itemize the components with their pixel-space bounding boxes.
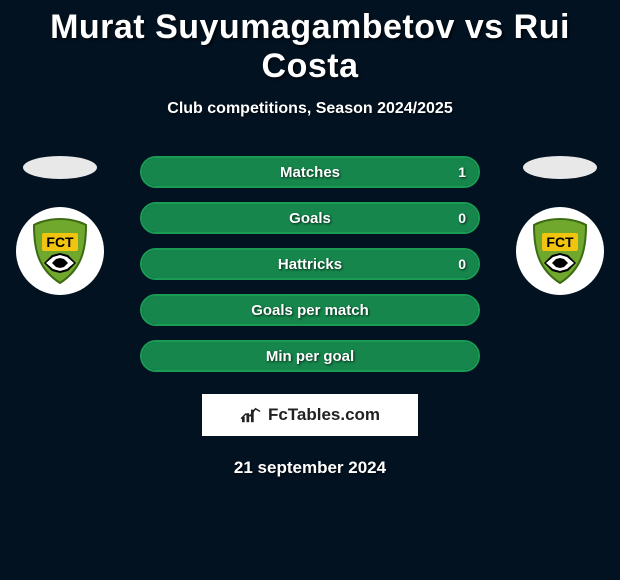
club-crest-icon: FCT (24, 215, 96, 287)
club-crest-icon: FCT (524, 215, 596, 287)
player-right-club-badge: FCT (516, 207, 604, 295)
stat-bars: Matches 1 Goals 0 Hattricks 0 Goals per … (140, 156, 480, 372)
brand-watermark: FcTables.com (202, 394, 418, 436)
player-right-avatar (523, 156, 597, 179)
stat-label: Hattricks (142, 250, 478, 278)
stat-label: Min per goal (142, 342, 478, 370)
stat-bar: Goals per match (140, 294, 480, 326)
player-left-club-badge: FCT (16, 207, 104, 295)
comparison-stage: FCT FCT (0, 156, 620, 478)
date-text: 21 september 2024 (0, 458, 620, 478)
stat-label: Goals per match (142, 296, 478, 324)
brand-text: FcTables.com (268, 405, 380, 425)
player-left-avatar (23, 156, 97, 179)
player-right-column: FCT (510, 156, 610, 295)
subtitle: Club competitions, Season 2024/2025 (0, 100, 620, 118)
stat-value-right: 0 (458, 250, 466, 278)
stat-bar: Min per goal (140, 340, 480, 372)
svg-text:FCT: FCT (546, 234, 574, 250)
chart-icon (240, 406, 262, 424)
stat-label: Matches (142, 158, 478, 186)
page-title: Murat Suyumagambetov vs Rui Costa (0, 0, 620, 86)
stat-label: Goals (142, 204, 478, 232)
stat-bar: Goals 0 (140, 202, 480, 234)
player-left-column: FCT (10, 156, 110, 295)
stat-bar: Matches 1 (140, 156, 480, 188)
stat-value-right: 1 (458, 158, 466, 186)
svg-text:FCT: FCT (46, 234, 74, 250)
stat-value-right: 0 (458, 204, 466, 232)
stat-bar: Hattricks 0 (140, 248, 480, 280)
